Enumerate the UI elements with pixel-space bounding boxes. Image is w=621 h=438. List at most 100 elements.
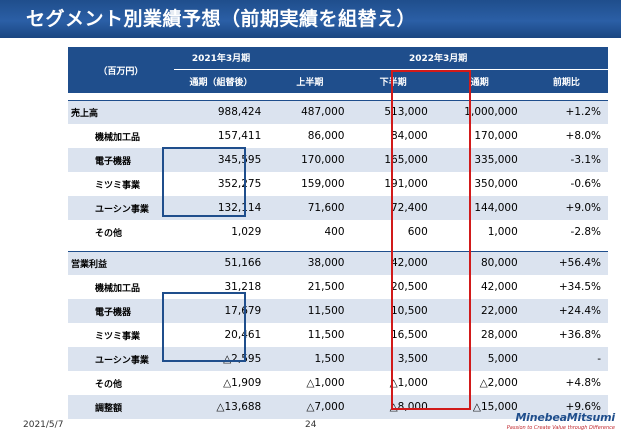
cell-fy2021-full: 20,461 — [224, 329, 262, 341]
row-label: その他 — [95, 228, 123, 239]
table-row: ユーシン事業 132,114 71,600 72,400 144,000 +9.0% — [68, 196, 608, 220]
cell-h2: 10,500 — [351, 299, 435, 323]
cell-fy2021-full: 345,595 — [173, 148, 269, 172]
page-number: 24 — [305, 420, 317, 430]
cell-h2: 191,000 — [384, 178, 428, 190]
cell-h1: 170,000 — [268, 148, 352, 172]
cell-h2: 42,000 — [351, 250, 435, 275]
cell-fy2022-full: 1,000 — [487, 226, 518, 238]
row-label: ユーシン事業 — [68, 347, 174, 371]
row-label: 機械加工品 — [95, 132, 141, 143]
cell-fy2021-full: 352,275 — [217, 178, 262, 190]
table-row: ユーシン事業 △2,595 1,500 3,500 5,000- — [68, 347, 608, 371]
cell-fy2022-full: 170,000 — [474, 130, 518, 142]
cell-h1: 1,500 — [268, 347, 352, 371]
row-label: その他 — [95, 379, 123, 390]
fy2021-header: 2021年3月期 — [173, 47, 269, 70]
table-row: その他 △1,909 △1,000 △1,000 △2,000 +4.8% — [68, 371, 608, 395]
col-full-restated: 通期（組替後） — [173, 69, 269, 93]
cell-fy2021-full: 1,029 — [231, 226, 262, 238]
cell-fy2022-full: △15,000 — [434, 395, 525, 419]
row-label: ユーシン事業 — [68, 196, 174, 220]
cell-yoy: +34.5% — [558, 281, 601, 293]
cell-h1: △1,000 — [306, 377, 345, 389]
row-label: 電子機器 — [68, 148, 174, 172]
cell-yoy: +9.6% — [524, 395, 608, 419]
page-title: セグメント別業績予想（前期実績を組替え） — [0, 0, 621, 38]
row-label: 機械加工品 — [95, 283, 141, 294]
cell-h1: 487,000 — [268, 99, 352, 124]
table-row: 機械加工品 157,411 86,000 84,000 170,000 +8.0% — [68, 124, 608, 148]
cell-h2: △1,000 — [389, 377, 428, 389]
cell-h2: 72,400 — [351, 196, 435, 220]
cell-yoy: +4.8% — [565, 377, 601, 389]
row-label: ミツミ事業 — [95, 180, 141, 191]
row-gap — [68, 244, 608, 251]
cell-yoy: +36.8% — [558, 329, 601, 341]
cell-fy2021-full: 132,114 — [173, 196, 269, 220]
cell-yoy: +9.0% — [524, 196, 608, 220]
cell-h1: 21,500 — [307, 281, 345, 293]
cell-h1: △7,000 — [268, 395, 352, 419]
cell-fy2021-full: 988,424 — [173, 99, 269, 124]
cell-h1: 11,500 — [268, 299, 352, 323]
table-row: 電子機器 17,679 11,500 10,500 22,000 +24.4% — [68, 299, 608, 323]
cell-fy2021-full: △2,595 — [173, 347, 269, 371]
cell-h2: 600 — [407, 226, 428, 238]
table-row: その他 1,029 400 600 1,000 -2.8% — [68, 220, 608, 244]
row-label: 売上高 — [68, 99, 174, 124]
row-gap — [68, 93, 608, 100]
cell-h1: 38,000 — [268, 250, 352, 275]
row-label: 調整額 — [68, 395, 174, 419]
cell-h2: 165,000 — [351, 148, 435, 172]
cell-yoy: -2.8% — [570, 226, 601, 238]
cell-fy2022-full: 1,000,000 — [434, 99, 525, 124]
cell-h2: 513,000 — [351, 99, 435, 124]
cell-fy2022-full: 80,000 — [434, 250, 525, 275]
cell-fy2021-full: 51,166 — [173, 250, 269, 275]
company-logo: MinebeaMitsumi Passion to Create Value t… — [503, 411, 615, 431]
fy2022-header: 2022年3月期 — [268, 47, 608, 70]
cell-yoy: +8.0% — [565, 130, 601, 142]
cell-fy2022-full: 335,000 — [434, 148, 525, 172]
logo-tagline: Passion to Create Value through Differen… — [506, 425, 615, 431]
footer-date: 2021/5/7 — [23, 420, 64, 430]
table-row: 営業利益 51,166 38,000 42,000 80,000 +56.4% — [68, 250, 608, 275]
cell-h2: 20,500 — [391, 281, 428, 293]
row-label: ミツミ事業 — [95, 331, 141, 342]
unit-label: （百万円） — [68, 47, 174, 93]
cell-fy2021-full: 17,679 — [173, 299, 269, 323]
table-row: 電子機器 345,595 170,000 165,000 335,000 -3.1% — [68, 148, 608, 172]
cell-h1: 11,500 — [307, 329, 345, 341]
cell-fy2022-full: 22,000 — [434, 299, 525, 323]
cell-h1: 71,600 — [268, 196, 352, 220]
cell-fy2022-full: 5,000 — [434, 347, 525, 371]
cell-yoy: +24.4% — [524, 299, 608, 323]
segment-forecast-table: （百万円） 2021年3月期 2022年3月期 通期（組替後） 上半期 下半期 … — [68, 47, 608, 419]
cell-fy2021-full: 157,411 — [217, 130, 262, 142]
row-label: 営業利益 — [68, 250, 174, 275]
cell-fy2022-full: 144,000 — [434, 196, 525, 220]
cell-h1: 86,000 — [307, 130, 345, 142]
table-row: 機械加工品 31,218 21,500 20,500 42,000 +34.5% — [68, 275, 608, 299]
col-full: 通期 — [434, 69, 525, 93]
cell-yoy: -3.1% — [524, 148, 608, 172]
cell-fy2022-full: △2,000 — [479, 377, 518, 389]
logo-wordmark: MinebeaMitsumi — [515, 411, 615, 424]
cell-h2: 84,000 — [391, 130, 428, 142]
cell-h2: 16,500 — [391, 329, 428, 341]
cell-yoy: +56.4% — [524, 250, 608, 275]
table-row: ミツミ事業 352,275 159,000 191,000 350,000 -0.6% — [68, 172, 608, 196]
cell-yoy: - — [524, 347, 608, 371]
cell-yoy: +1.2% — [524, 99, 608, 124]
cell-fy2022-full: 42,000 — [481, 281, 518, 293]
cell-fy2022-full: 28,000 — [481, 329, 518, 341]
cell-fy2021-full: 31,218 — [224, 281, 262, 293]
cell-yoy: -0.6% — [570, 178, 601, 190]
table-row: 調整額 △13,688 △7,000 △8,000 △15,000 +9.6% — [68, 395, 608, 419]
cell-h2: △8,000 — [351, 395, 435, 419]
cell-fy2021-full: △1,909 — [223, 377, 262, 389]
table-row: 売上高 988,424 487,000 513,000 1,000,000 +1.2% — [68, 99, 608, 124]
row-label: 電子機器 — [68, 299, 174, 323]
cell-fy2021-full: △13,688 — [173, 395, 269, 419]
